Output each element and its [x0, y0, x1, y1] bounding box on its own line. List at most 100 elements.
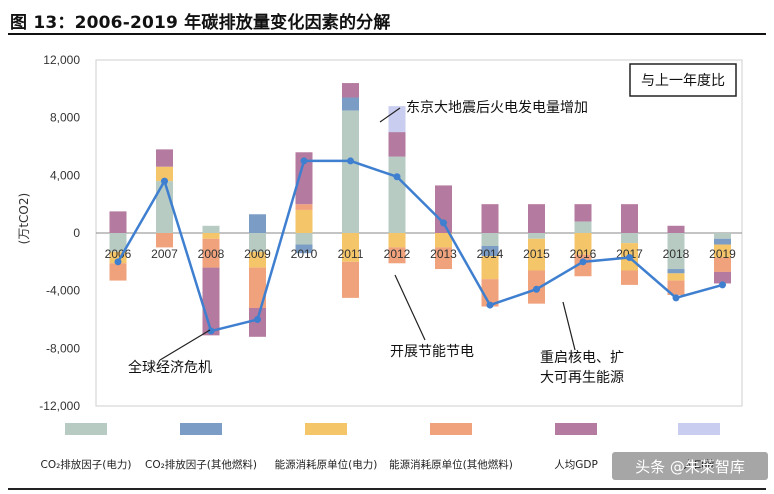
net-point: [161, 177, 168, 185]
annotation-leader: [379, 107, 401, 123]
bar-segment: [342, 97, 359, 111]
bar-segment: [714, 238, 731, 245]
bar-segment: [574, 204, 592, 222]
bar-segment: [202, 238, 220, 268]
bar-segment: [667, 269, 685, 274]
net-point: [207, 327, 215, 335]
x-tick-label: 2015: [523, 247, 550, 261]
y-tick-label: 4,000: [50, 168, 80, 182]
bar-segment: [295, 209, 313, 233]
bar-segment: [249, 267, 266, 308]
net-point: [486, 301, 494, 309]
bar-segment: [342, 110, 359, 233]
bar-segment: [481, 204, 499, 233]
bar-segment: [528, 233, 545, 239]
x-tick-label: 2007: [151, 247, 178, 261]
x-tick-label: 2012: [384, 247, 411, 261]
bar-segment: [621, 270, 638, 285]
net-point: [114, 258, 122, 266]
bar-segment: [574, 233, 592, 255]
annotation-text: 全球经济危机: [128, 359, 212, 376]
bar-segment: [481, 256, 499, 280]
bar-segment: [388, 132, 406, 157]
net-point: [626, 254, 633, 262]
x-tick-label: 2010: [291, 247, 318, 261]
figure-title: 图 13：2006-2019 年碳排放量变化因素的分解: [10, 13, 391, 33]
legend-label: CO₂排放因子(电力): [41, 458, 132, 471]
bar-segment: [621, 204, 638, 233]
bar-segment: [667, 233, 685, 270]
bar-segment: [714, 244, 731, 258]
bar-segment: [667, 225, 685, 233]
y-tick-label: 0: [73, 226, 80, 240]
net-point: [579, 258, 587, 266]
bar-segment: [435, 233, 452, 248]
bar-segment: [295, 244, 313, 254]
bar-segment: [295, 152, 313, 205]
net-point: [393, 173, 401, 181]
x-tick-label: 2009: [244, 247, 271, 261]
bar-segment: [435, 185, 452, 233]
bar-segment: [388, 156, 406, 233]
bar-segment: [156, 181, 173, 233]
legend-label: CO₂排放因子(其他燃料): [145, 458, 257, 471]
bar-segment: [342, 83, 359, 98]
y-axis-ticks: 12,000 8,000 4,000 0 -4,000 -8,000 -12,000: [39, 53, 80, 413]
x-axis-ticks: 2006 2007 2008 2009 2010 2011 2012 2013 2014 2015…: [105, 247, 737, 261]
bar-segment: [714, 257, 731, 272]
bottom-rule: [8, 488, 766, 490]
bar-segment: [249, 251, 266, 268]
annotation-text: 东京大地震后火电发电量增加: [406, 100, 588, 116]
legend-label: 人口数: [683, 458, 715, 471]
bar-segment: [249, 214, 266, 233]
x-tick-label: 2014: [477, 247, 504, 261]
bar-segment: [574, 221, 592, 233]
bar-segment: [388, 247, 406, 264]
bar-segment: [156, 149, 173, 167]
legend-swatch: [678, 423, 720, 435]
bar-segment: [481, 233, 499, 246]
legend-label: 能源消耗原单位(其他燃料): [389, 458, 513, 471]
y-tick-label: 8,000: [50, 111, 80, 125]
net-point: [672, 294, 680, 302]
net-point: [254, 316, 261, 323]
legend-label: 能源消耗原单位(电力): [275, 458, 378, 471]
title-rule: [8, 33, 766, 35]
bar-segment: [621, 233, 638, 244]
bar-segment: [109, 251, 127, 264]
annotation-text: 重启核电、扩: [540, 350, 624, 366]
net-point: [347, 157, 354, 165]
bars: [109, 83, 731, 337]
net-point: [719, 281, 726, 289]
y-tick-label: 12,000: [43, 53, 80, 67]
bar-segment: [295, 233, 313, 245]
net-line: [116, 159, 723, 333]
bar-segment: [109, 263, 127, 281]
bar-segment: [574, 254, 592, 277]
annotation-text: 开展节能节电: [390, 344, 474, 360]
annotation-leader: [394, 274, 426, 341]
x-tick-label: 2008: [198, 247, 225, 261]
bar-segment: [202, 233, 220, 239]
annotation-leader: [562, 301, 576, 351]
bar-segment: [714, 271, 731, 284]
net-point: [300, 157, 308, 165]
bar-segment: [202, 267, 220, 336]
watermark: 头条 @朱莱智库: [612, 452, 768, 480]
bar-segment: [714, 233, 731, 239]
legend: CO₂排放因子(电力) CO₂排放因子(其他燃料) 能源消耗原单位(电力) 能源消耗原…: [41, 423, 720, 471]
legend-swatch: [555, 423, 597, 435]
bar-segment: [667, 280, 685, 295]
y-axis-label: (万tCO2): [17, 193, 31, 245]
bar-segment: [342, 261, 359, 298]
net-change-line: [114, 157, 726, 335]
bar-segment: [528, 204, 545, 233]
badge-box: 与上一年度比: [629, 63, 737, 97]
x-tick-label: 2011: [338, 247, 364, 261]
y-tick-label: -8,000: [46, 341, 80, 355]
x-tick-label: 2019: [709, 247, 736, 261]
y-tick-label: -12,000: [39, 399, 80, 413]
legend-swatch: [305, 423, 347, 435]
legend-swatch: [180, 423, 222, 435]
